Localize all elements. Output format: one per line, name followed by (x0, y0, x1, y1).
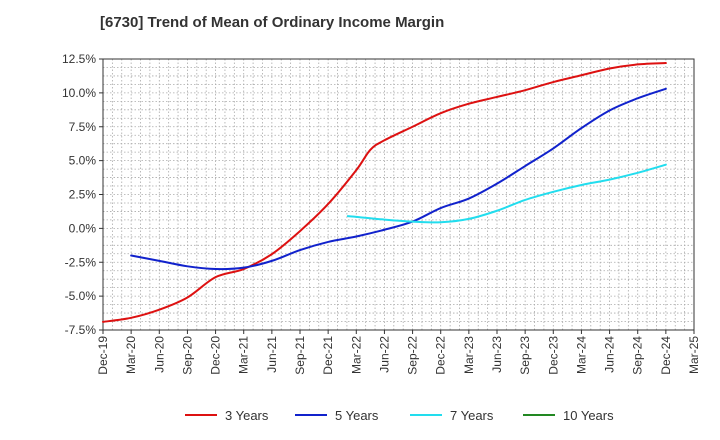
legend-item: 7 Years (410, 408, 494, 423)
y-tick-label: -5.0% (65, 289, 97, 303)
axes (99, 58, 695, 334)
x-tick-label: Mar-21 (237, 336, 251, 374)
x-tick-label: Dec-21 (321, 336, 335, 375)
x-tick-label: Sep-21 (293, 336, 307, 375)
series-line-5-years (130, 87, 667, 271)
x-tick-label: Jun-21 (265, 336, 279, 373)
legend-label: 5 Years (335, 408, 379, 423)
x-tick-label: Mar-23 (462, 336, 476, 374)
y-tick-label: -7.5% (65, 323, 97, 337)
legend: 3 Years 5 Years 7 Years 10 Years (185, 408, 614, 423)
chart-title: [6730] Trend of Mean of Ordinary Income … (100, 14, 445, 31)
legend-label: 10 Years (563, 408, 614, 423)
y-tick-label: 2.5% (69, 188, 97, 202)
legend-item: 3 Years (185, 408, 269, 423)
x-tick-label: Dec-19 (96, 336, 110, 375)
x-tick-label: Mar-24 (574, 336, 588, 374)
x-tick-label: Jun-24 (603, 336, 617, 373)
x-tick-label: Sep-20 (180, 336, 194, 375)
grid-lines (103, 59, 694, 330)
y-tick-label: 7.5% (69, 120, 97, 134)
x-tick-label: Mar-22 (349, 336, 363, 374)
x-tick-labels: Dec-19 Mar-20 Jun-20 Sep-20 Dec-20 Mar-21 Jun-… (96, 336, 701, 375)
y-tick-label: 0.0% (69, 221, 97, 235)
x-tick-label: Dec-24 (659, 336, 673, 375)
series-line-3-years (102, 62, 667, 323)
x-tick-label: Mar-25 (687, 336, 701, 374)
x-tick-label: Sep-22 (406, 336, 420, 375)
legend-label: 7 Years (450, 408, 494, 423)
series-line-7-years (346, 163, 667, 224)
x-tick-label: Jun-23 (490, 336, 504, 373)
y-tick-label: -2.5% (65, 255, 97, 269)
legend-label: 3 Years (225, 408, 269, 423)
series-lines (102, 62, 667, 323)
y-tick-labels: 12.5% 10.0% 7.5% 5.0% 2.5% 0.0% -2.5% -5.0% -7.5… (62, 52, 96, 337)
x-tick-label: Dec-23 (546, 336, 560, 375)
x-tick-label: Sep-23 (518, 336, 532, 375)
legend-item: 10 Years (523, 408, 614, 423)
x-tick-label: Dec-20 (209, 336, 223, 375)
x-tick-label: Dec-22 (434, 336, 448, 375)
x-tick-label: Sep-24 (631, 336, 645, 375)
legend-item: 5 Years (295, 408, 379, 423)
y-tick-label: 12.5% (62, 52, 96, 66)
y-tick-label: 10.0% (62, 86, 96, 100)
y-tick-label: 5.0% (69, 154, 97, 168)
x-tick-label: Mar-20 (124, 336, 138, 374)
x-tick-label: Jun-20 (152, 336, 166, 373)
x-tick-label: Jun-22 (377, 336, 391, 373)
